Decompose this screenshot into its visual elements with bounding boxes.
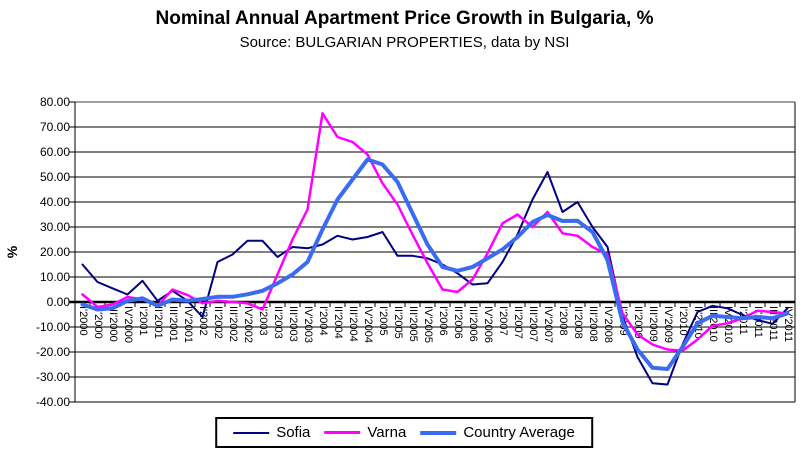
y-tick-label: 10.00 (39, 270, 70, 284)
legend-item-sofia: Sofia (233, 424, 310, 441)
series-line-varna (81, 112, 789, 353)
legend-swatch-icon (324, 431, 361, 434)
y-tick-label: -20.00 (35, 345, 70, 359)
legend-label: Sofia (276, 424, 311, 441)
y-tick-label: 40.00 (39, 195, 70, 209)
legend-item-country-average: Country Average (420, 424, 575, 441)
legend-item-varna: Varna (324, 424, 406, 441)
legend-label: Country Average (463, 424, 575, 441)
legend-label: Varna (367, 424, 407, 441)
y-tick-label: 30.00 (39, 220, 70, 234)
y-tick-label: 60.00 (39, 145, 70, 159)
legend-swatch-icon (420, 430, 457, 435)
y-tick-label: 20.00 (39, 245, 70, 259)
y-tick-label: 0.00 (46, 295, 70, 309)
legend-swatch-icon (233, 431, 270, 434)
y-tick-label: -30.00 (35, 370, 70, 384)
series-line-country-average (80, 157, 790, 371)
legend: Sofia Varna Country Average (215, 417, 593, 448)
chart-subtitle: Source: BULGARIAN PROPERTIES, data by NS… (239, 34, 570, 51)
y-tick-label: 70.00 (39, 120, 70, 134)
y-tick-label: 80.00 (39, 95, 70, 109)
y-tick-label: -40.00 (35, 395, 70, 409)
y-tick-label: 50.00 (39, 170, 70, 184)
series-line-sofia (81, 171, 789, 386)
y-tick-label: -10.00 (35, 320, 70, 334)
chart-title: Nominal Annual Apartment Price Growth in… (155, 8, 654, 29)
